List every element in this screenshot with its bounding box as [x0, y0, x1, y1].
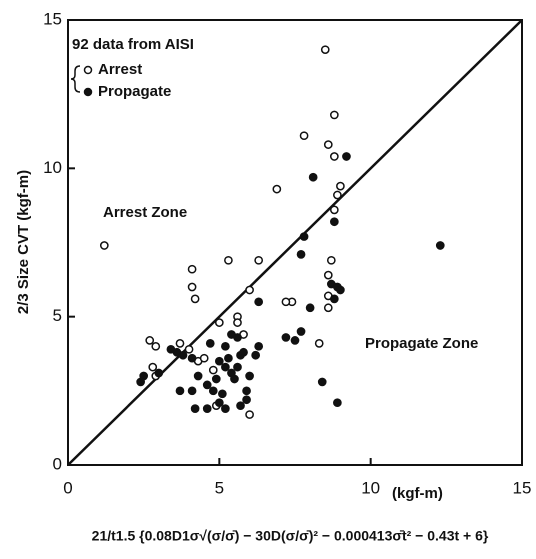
point	[254, 297, 264, 307]
point	[435, 241, 445, 250]
point	[299, 131, 309, 141]
point	[245, 371, 254, 381]
x-tick-label: 0	[63, 478, 72, 497]
point	[221, 341, 230, 351]
point	[214, 356, 224, 366]
point	[333, 398, 342, 408]
point	[329, 205, 339, 215]
point	[245, 410, 254, 419]
legend-brace	[70, 65, 81, 93]
point	[236, 401, 245, 411]
point	[221, 362, 230, 372]
point	[251, 350, 261, 360]
x-formula: 21/t1.5 {0.08D1σ√(σ/σ̄) − 30D(σ/σ̄)² − 0…	[92, 528, 489, 544]
point	[211, 374, 221, 384]
point	[272, 184, 282, 194]
point	[281, 297, 291, 307]
point	[184, 344, 194, 354]
point	[145, 336, 155, 345]
point	[233, 362, 242, 372]
legend-marker	[83, 87, 93, 97]
point	[323, 140, 333, 149]
x-axis-label: (kgf-m)	[392, 485, 443, 502]
x-tick-label: 10	[361, 478, 380, 497]
point	[187, 264, 197, 274]
point	[323, 303, 333, 313]
point	[299, 232, 309, 241]
point	[175, 386, 185, 396]
point	[208, 386, 218, 396]
point	[336, 181, 345, 191]
diagonal-line	[67, 19, 523, 466]
point	[221, 404, 230, 413]
point	[151, 341, 161, 351]
point	[139, 371, 149, 381]
y-tick-label: 10	[43, 158, 62, 177]
legend-label: Arrest	[98, 61, 142, 78]
point	[202, 404, 212, 413]
annotation: Propagate Zone	[365, 335, 478, 352]
point	[333, 190, 342, 200]
point	[224, 255, 233, 265]
point	[154, 368, 164, 378]
point	[245, 285, 254, 295]
legend-label: Propagate	[98, 83, 171, 100]
point	[193, 371, 203, 381]
plot-frame	[67, 19, 523, 466]
point	[329, 152, 339, 161]
point	[329, 110, 339, 120]
point	[227, 330, 236, 339]
y-tick-label: 0	[53, 454, 62, 473]
point	[190, 294, 200, 304]
annotation: 92 data from AISI	[72, 36, 194, 53]
point	[317, 377, 327, 387]
point	[242, 386, 251, 396]
point	[148, 362, 158, 372]
point	[254, 341, 264, 351]
legend-marker	[83, 65, 93, 75]
point	[205, 339, 215, 348]
point	[336, 285, 345, 295]
x-tick-label: 5	[215, 478, 224, 497]
point	[254, 255, 264, 265]
point	[187, 282, 197, 292]
point	[239, 347, 248, 357]
point	[233, 318, 242, 327]
point	[214, 398, 224, 408]
point	[99, 241, 109, 250]
point	[308, 172, 318, 182]
point	[305, 303, 315, 313]
annotation: Arrest Zone	[103, 204, 187, 221]
point	[224, 353, 233, 363]
point	[329, 217, 339, 227]
point	[281, 333, 291, 342]
y-tick-label: 5	[53, 306, 62, 325]
point	[296, 250, 306, 259]
x-tick-label: 15	[513, 478, 532, 497]
point	[242, 395, 251, 405]
point	[296, 327, 306, 336]
point	[199, 353, 209, 363]
point	[202, 380, 212, 390]
point	[187, 353, 197, 363]
point	[218, 389, 227, 399]
y-axis-label: 2/3 Size CVT (kgf-m)	[15, 170, 32, 314]
point	[178, 350, 188, 360]
point	[320, 45, 330, 55]
point	[314, 339, 324, 348]
point	[175, 339, 185, 348]
point	[326, 255, 336, 265]
point	[323, 270, 333, 280]
point	[342, 152, 351, 161]
y-tick-label: 15	[43, 9, 62, 28]
point	[190, 404, 200, 413]
point	[208, 365, 218, 375]
point	[329, 294, 339, 304]
point	[214, 318, 224, 327]
point	[230, 374, 239, 384]
point	[166, 344, 176, 354]
point	[187, 386, 197, 396]
point	[290, 336, 300, 345]
